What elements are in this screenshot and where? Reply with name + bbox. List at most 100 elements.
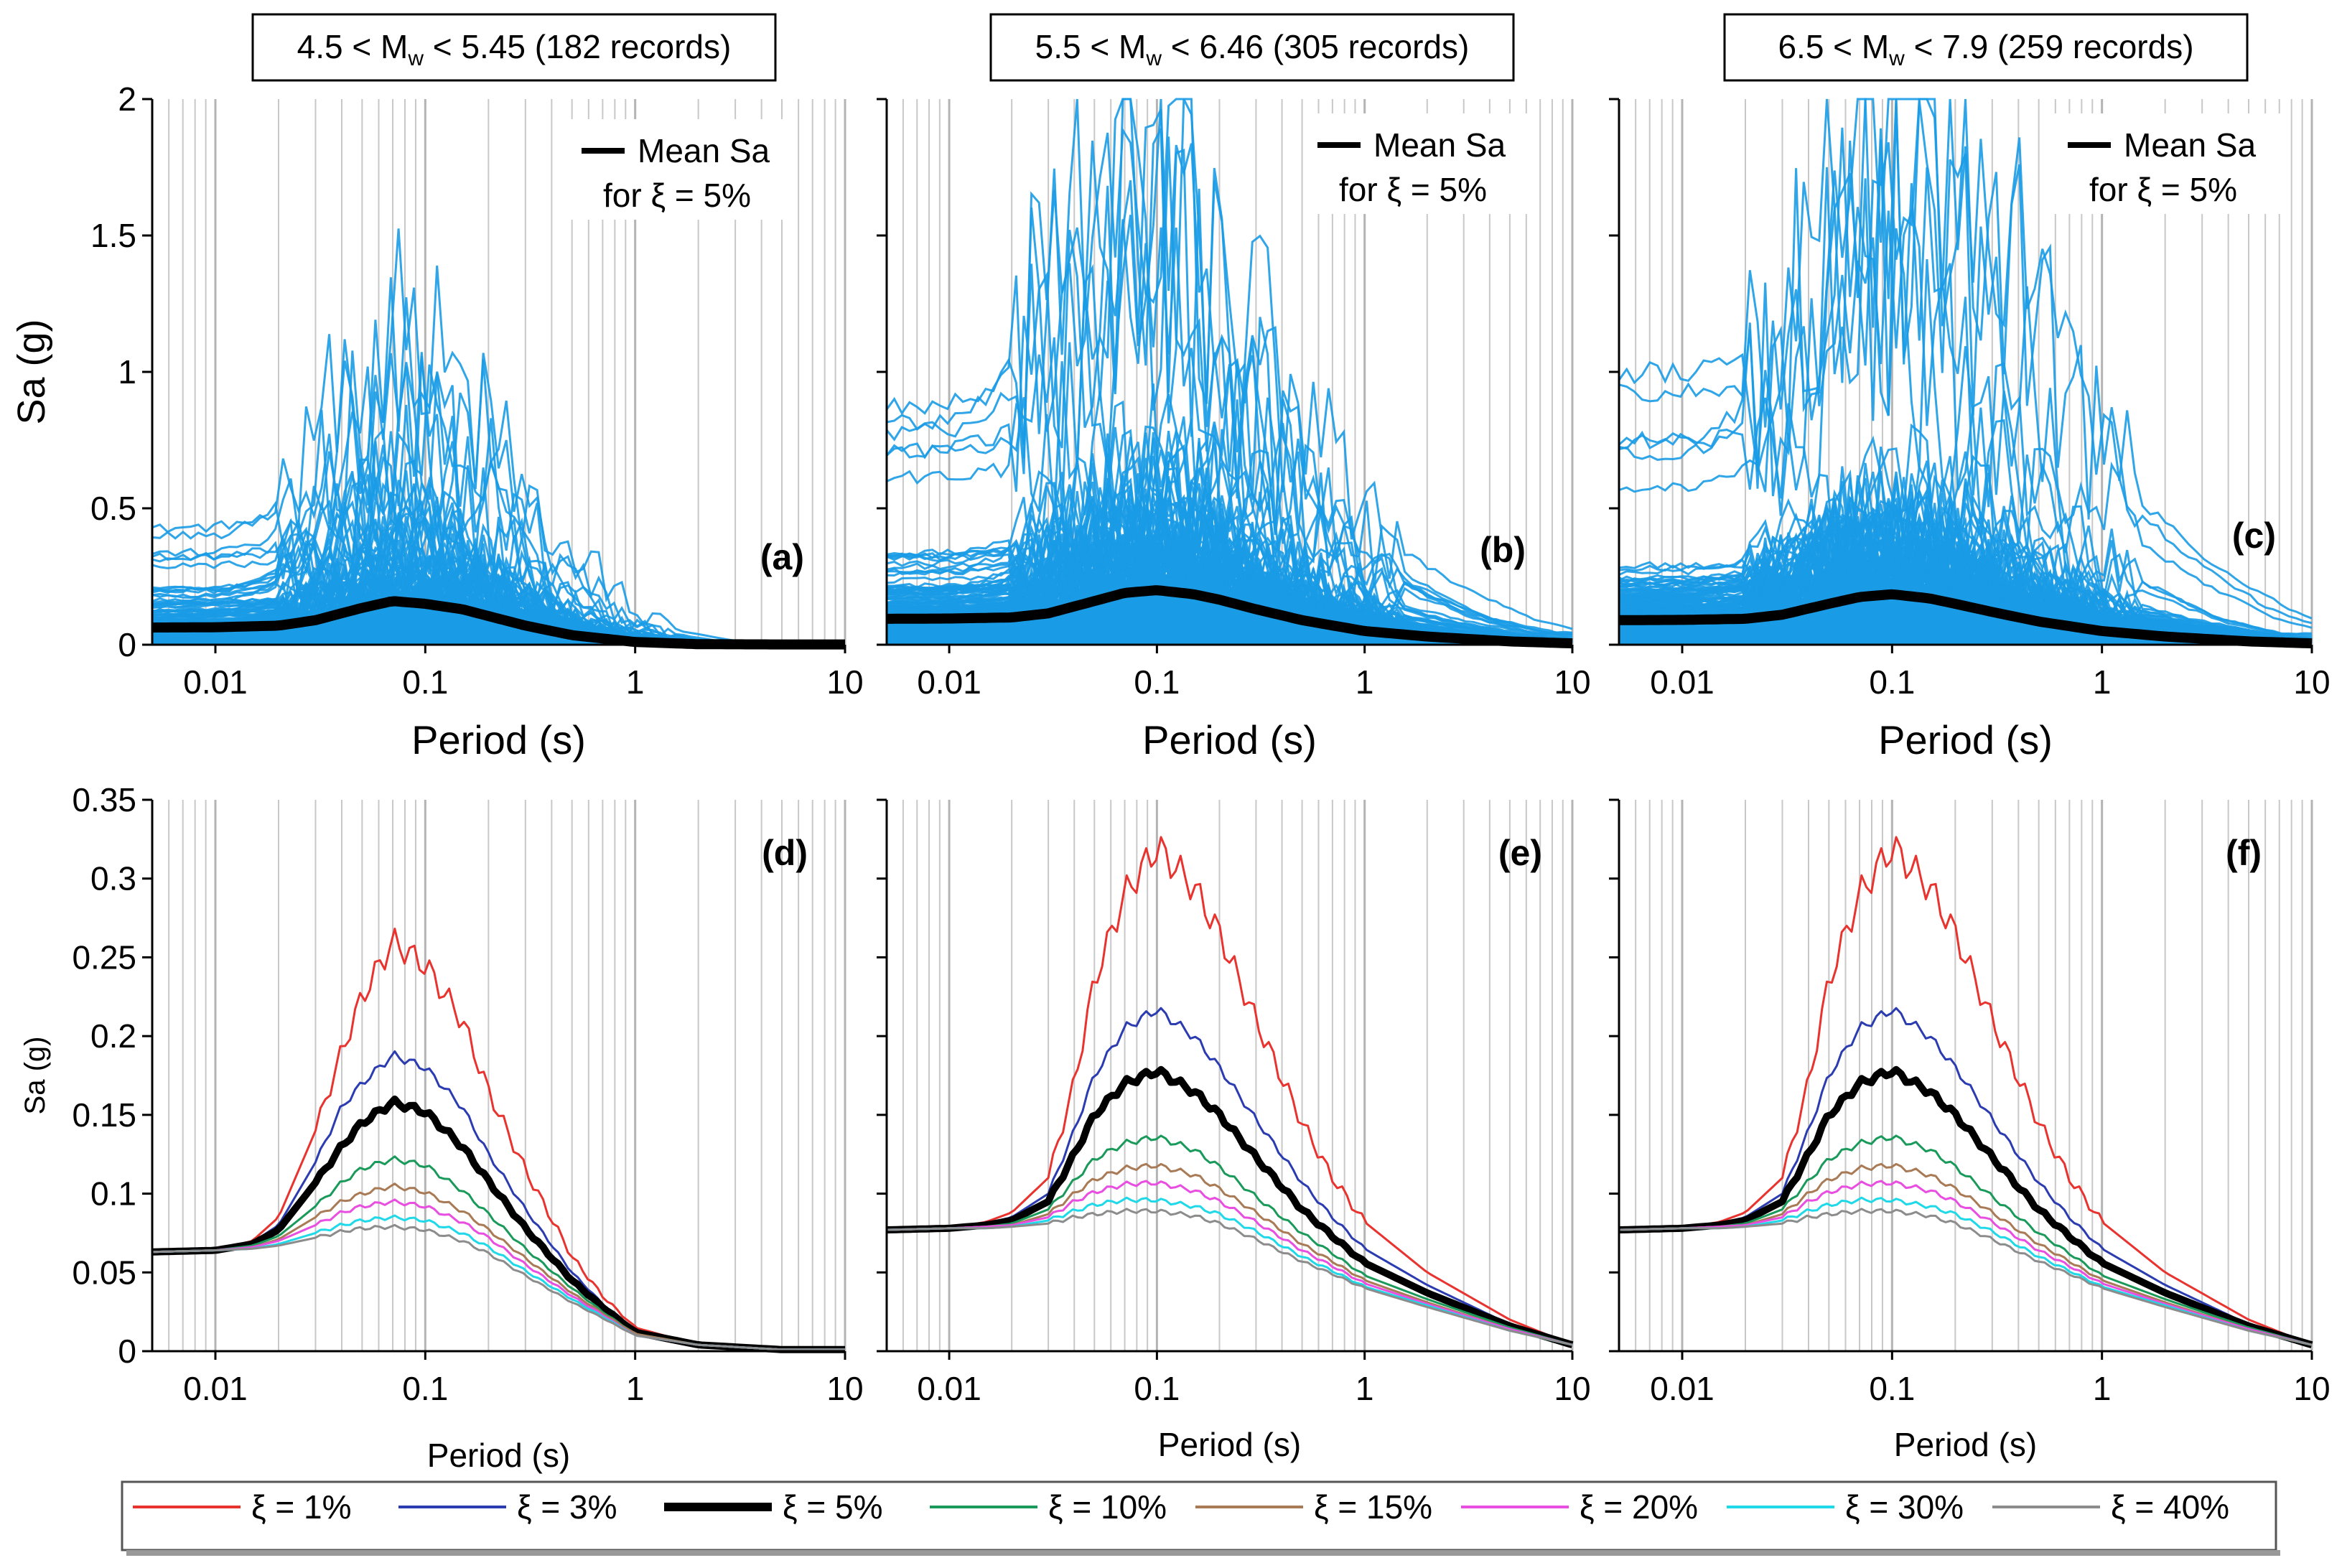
series — [151, 928, 845, 1353]
y-tick-label: 0.1 — [90, 1175, 136, 1213]
legend-label: ξ = 15% — [1314, 1488, 1432, 1526]
legend-label: ξ = 30% — [1845, 1488, 1964, 1526]
series-line-xi_5 — [1618, 589, 2313, 649]
header-b: 5.5 < Mw < 6.46 (305 records) — [989, 13, 1515, 82]
mean-legend-label: for ξ = 5% — [1339, 171, 1487, 208]
series-line-xi_20 — [1618, 1180, 2313, 1346]
mean-legend-label: Mean Sa — [638, 132, 770, 169]
record-line — [1618, 228, 2313, 638]
series-line-xi_40 — [886, 1208, 1573, 1346]
record-line — [1618, 479, 2313, 640]
grid — [151, 800, 846, 1351]
y-tick-label: 1.5 — [90, 217, 136, 254]
series-line-xi_40 — [1618, 1208, 2313, 1346]
legend-item-xi_20: ξ = 20% — [1461, 1488, 1698, 1526]
plot-area — [887, 800, 1572, 1351]
record-line — [1618, 127, 2313, 636]
x-tick-label: 10 — [826, 1370, 863, 1407]
panel-label: (a) — [760, 537, 804, 577]
panel-label: (e) — [1498, 833, 1542, 873]
legend: ξ = 1% ξ = 3% ξ = 5% ξ = 10% ξ = 15% ξ = 20% ξ… — [121, 1480, 2280, 1556]
header-box — [1723, 13, 2249, 82]
x-tick-label: 0.01 — [917, 663, 981, 701]
legend-item-xi_1: ξ = 1% — [133, 1488, 352, 1526]
series — [886, 836, 1574, 1348]
header-text: 4.5 < Mw < 5.45 (182 records) — [297, 28, 732, 70]
record-line — [1618, 435, 2313, 640]
record-line — [886, 383, 1573, 642]
mean-legend-bg — [567, 119, 797, 220]
y-tick-label: 1 — [118, 353, 136, 391]
y-tick-label: 0.3 — [90, 860, 136, 897]
x-tick-label: 0.1 — [1869, 663, 1915, 701]
x-tick-label: 0.01 — [917, 1370, 981, 1407]
record-line — [886, 98, 1573, 630]
series — [1618, 589, 2313, 649]
header-box — [989, 13, 1515, 82]
x-tick-label: 0.01 — [183, 663, 248, 701]
mean-legend: Mean Sa for ξ = 5% — [1303, 113, 1533, 214]
y-axis-title: Sa (g) — [19, 1037, 51, 1115]
mean-legend-label: Mean Sa — [2124, 126, 2257, 164]
mean-legend-label: for ξ = 5% — [2089, 171, 2237, 208]
mean-legend: Mean Sa for ξ = 5% — [2053, 113, 2283, 214]
y-tick-label: 0.15 — [72, 1096, 136, 1134]
x-tick-label: 0.01 — [183, 1370, 248, 1407]
chart-f: 0.01 0.1 1 10 Period (s) (f) — [1609, 798, 2331, 1463]
y-tick-label: 0.35 — [72, 781, 136, 818]
x-tick-label: 0.1 — [402, 663, 448, 701]
panel-label: (c) — [2232, 515, 2276, 556]
x-tick-label: 1 — [626, 663, 645, 701]
series — [1618, 836, 2313, 1349]
series-line-xi_5 — [886, 585, 1573, 649]
panel-label: (b) — [1480, 530, 1526, 570]
panel-label: (d) — [762, 833, 808, 873]
chart-a: 0 0.5 1 1.5 2 0.01 0.1 1 10 Period (s) Sa (g) (a) Me… — [10, 80, 864, 762]
legend-item-xi_10: ξ = 10% — [930, 1488, 1167, 1526]
x-tick-label: 0.1 — [1134, 1370, 1180, 1407]
series — [886, 585, 1573, 649]
record-line — [885, 98, 1573, 636]
header-box — [251, 13, 777, 82]
legend-item-xi_3: ξ = 3% — [398, 1488, 617, 1526]
chart-c: 0.01 0.1 1 10 Period (s) (c) Mean Sa for ξ = 5% — [1609, 98, 2331, 762]
plot-area — [1619, 800, 2312, 1351]
chart-e: 0.01 0.1 1 10 Period (s) (e) — [877, 798, 1591, 1463]
legend-item-xi_5: ξ = 5% — [664, 1488, 883, 1526]
mean-legend-label: for ξ = 5% — [603, 177, 751, 214]
x-tick-label: 10 — [826, 663, 863, 701]
mean-legend: Mean Sa for ξ = 5% — [567, 119, 797, 220]
x-tick-label: 0.01 — [1650, 663, 1714, 701]
y-tick-label: 0 — [118, 626, 136, 663]
x-tick-label: 10 — [1554, 1370, 1590, 1407]
x-axis-title: Period (s) — [1158, 1426, 1301, 1463]
legend-label: ξ = 40% — [2111, 1488, 2229, 1526]
x-tick-label: 0.01 — [1650, 1370, 1714, 1407]
x-tick-label: 1 — [1356, 663, 1374, 701]
y-axis-title: Sa (g) — [10, 319, 53, 424]
x-tick-label: 1 — [1356, 1370, 1374, 1407]
x-tick-label: 10 — [2293, 1370, 2330, 1407]
record-line — [886, 424, 1573, 639]
y-tick-label: 0.05 — [72, 1254, 136, 1291]
record-line — [1618, 98, 2313, 635]
x-tick-label: 0.1 — [402, 1370, 448, 1407]
record-line — [1618, 98, 2313, 620]
x-tick-label: 0.1 — [1134, 663, 1180, 701]
legend-label: ξ = 20% — [1580, 1488, 1698, 1526]
header-text: 5.5 < Mw < 6.46 (305 records) — [1035, 28, 1470, 70]
x-axis-title: Period (s) — [427, 1437, 570, 1474]
y-tick-label: 0 — [118, 1333, 136, 1370]
header-text: 6.5 < Mw < 7.9 (259 records) — [1778, 28, 2193, 70]
legend-item-xi_15: ξ = 15% — [1195, 1488, 1432, 1526]
x-tick-label: 0.1 — [1869, 1370, 1915, 1407]
series-line-xi_5 — [1618, 1065, 2313, 1349]
x-axis-title: Period (s) — [411, 717, 586, 762]
record-line — [1618, 100, 2313, 629]
legend-label: ξ = 1% — [251, 1488, 352, 1526]
y-tick-label: 0.5 — [90, 490, 136, 527]
record-line — [1618, 98, 2313, 625]
record-band — [887, 577, 1572, 645]
chart-b: 0.01 0.1 1 10 Period (s) (b) Mean Sa for ξ = 5% — [877, 98, 1591, 762]
